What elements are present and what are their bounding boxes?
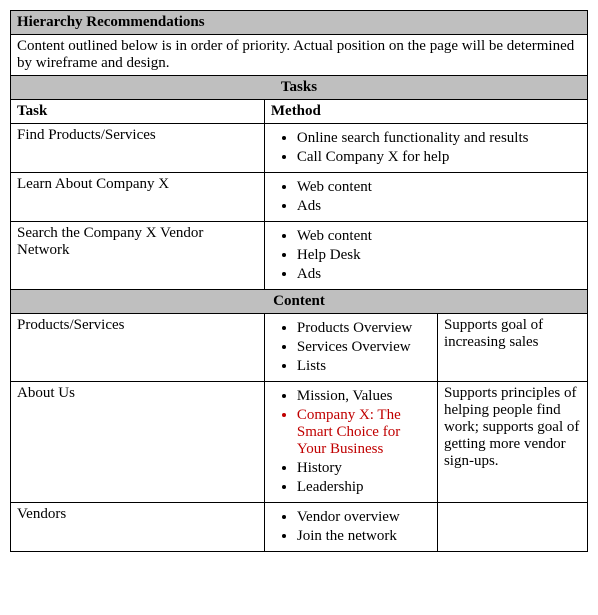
list-item: Online search functionality and results bbox=[297, 129, 581, 148]
list-item: Lists bbox=[297, 357, 431, 376]
task-methods: Web contentAds bbox=[264, 173, 587, 222]
bullet-list: Online search functionality and resultsC… bbox=[271, 129, 581, 167]
list-item: History bbox=[297, 459, 431, 478]
list-item: Ads bbox=[297, 197, 581, 216]
list-item: Leadership bbox=[297, 478, 431, 497]
task-methods: Web contentHelp DeskAds bbox=[264, 222, 587, 290]
content-label: Products/Services bbox=[11, 314, 265, 382]
content-support: Supports principles of helping people fi… bbox=[437, 382, 587, 503]
tasks-heading: Tasks bbox=[11, 76, 588, 100]
table-row: About UsMission, ValuesCompany X: The Sm… bbox=[11, 382, 588, 503]
content-items: Vendor overviewJoin the network bbox=[264, 503, 437, 552]
list-item: Join the network bbox=[297, 527, 431, 546]
tasks-col-method: Method bbox=[264, 100, 587, 124]
list-item: Vendor overview bbox=[297, 508, 431, 527]
bullet-list: Vendor overviewJoin the network bbox=[271, 508, 431, 546]
task-label: Search the Company X Vendor Network bbox=[11, 222, 265, 290]
subtitle: Content outlined below is in order of pr… bbox=[11, 35, 588, 76]
content-support bbox=[437, 503, 587, 552]
content-label: About Us bbox=[11, 382, 265, 503]
table-row: Search the Company X Vendor NetworkWeb c… bbox=[11, 222, 588, 290]
list-item: Services Overview bbox=[297, 338, 431, 357]
hierarchy-table: Hierarchy Recommendations Content outlin… bbox=[10, 10, 588, 552]
content-items: Mission, ValuesCompany X: The Smart Choi… bbox=[264, 382, 437, 503]
content-support: Supports goal of increasing sales bbox=[437, 314, 587, 382]
content-items: Products OverviewServices OverviewLists bbox=[264, 314, 437, 382]
table-row: Find Products/ServicesOnline search func… bbox=[11, 124, 588, 173]
list-item: Ads bbox=[297, 265, 581, 284]
task-methods: Online search functionality and resultsC… bbox=[264, 124, 587, 173]
list-item: Help Desk bbox=[297, 246, 581, 265]
list-item: Call Company X for help bbox=[297, 148, 581, 167]
bullet-list: Mission, ValuesCompany X: The Smart Choi… bbox=[271, 387, 431, 497]
table-row: Products/ServicesProducts OverviewServic… bbox=[11, 314, 588, 382]
task-label: Find Products/Services bbox=[11, 124, 265, 173]
list-item: Web content bbox=[297, 178, 581, 197]
table-row: VendorsVendor overviewJoin the network bbox=[11, 503, 588, 552]
bullet-list: Products OverviewServices OverviewLists bbox=[271, 319, 431, 376]
list-item: Products Overview bbox=[297, 319, 431, 338]
bullet-list: Web contentAds bbox=[271, 178, 581, 216]
bullet-list: Web contentHelp DeskAds bbox=[271, 227, 581, 284]
list-item: Mission, Values bbox=[297, 387, 431, 406]
page-title: Hierarchy Recommendations bbox=[11, 11, 588, 35]
tasks-col-task: Task bbox=[11, 100, 265, 124]
content-heading: Content bbox=[11, 290, 588, 314]
task-label: Learn About Company X bbox=[11, 173, 265, 222]
list-item: Web content bbox=[297, 227, 581, 246]
table-row: Learn About Company XWeb contentAds bbox=[11, 173, 588, 222]
content-label: Vendors bbox=[11, 503, 265, 552]
list-item: Company X: The Smart Choice for Your Bus… bbox=[297, 406, 431, 459]
